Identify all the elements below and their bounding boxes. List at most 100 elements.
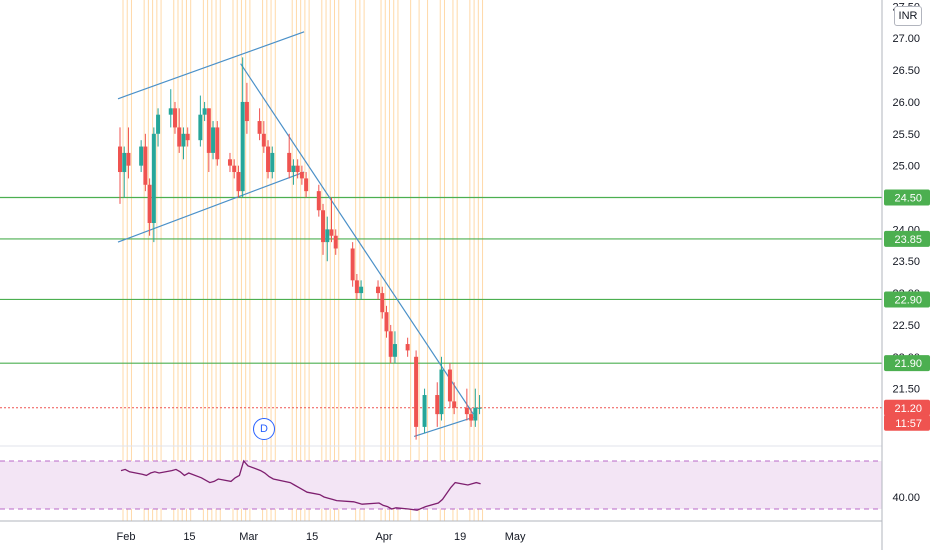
- candle-body: [261, 133, 266, 147]
- candle-body: [236, 172, 241, 192]
- candle: [325, 216, 330, 262]
- candle: [202, 101, 207, 122]
- price-tick-label: 21.50: [892, 384, 920, 396]
- candle-body: [122, 152, 127, 173]
- candle: [185, 127, 190, 147]
- dividend-marker-icon[interactable]: D: [253, 418, 275, 440]
- rsi-pane: [0, 459, 882, 511]
- candle-body: [435, 395, 440, 415]
- candle: [354, 273, 359, 300]
- candle: [156, 108, 161, 147]
- candle: [435, 382, 440, 427]
- candles: [118, 57, 482, 440]
- candle: [240, 57, 245, 198]
- price-tick-label: 25.00: [892, 161, 920, 173]
- candle-body: [316, 191, 321, 211]
- candle-body: [266, 146, 271, 173]
- candle: [168, 89, 173, 128]
- candle: [464, 388, 469, 421]
- candle: [384, 305, 389, 338]
- candle: [439, 356, 444, 421]
- candle: [452, 382, 457, 415]
- candle-body: [257, 121, 262, 134]
- candle: [143, 133, 148, 192]
- candle-body: [287, 152, 292, 173]
- candle-body: [477, 407, 482, 409]
- candle: [177, 108, 182, 153]
- candle-body: [384, 312, 389, 332]
- candle-body: [198, 114, 203, 141]
- candle: [447, 363, 452, 408]
- candle-body: [206, 108, 211, 153]
- trendline: [413, 416, 474, 438]
- time-tick-label: Mar: [239, 531, 258, 543]
- trendline: [240, 63, 474, 415]
- candle-body: [211, 127, 216, 153]
- time-tick-label: Apr: [375, 531, 392, 543]
- candle: [206, 108, 211, 173]
- candle: [181, 127, 186, 160]
- level-tag-bg: [884, 230, 930, 247]
- trendlines: [117, 31, 474, 438]
- candle-body: [202, 108, 207, 115]
- candle: [232, 159, 237, 179]
- candle: [244, 82, 249, 134]
- candle-body: [172, 108, 177, 128]
- candle: [392, 331, 397, 364]
- candle: [299, 165, 304, 185]
- candle-body: [473, 407, 478, 421]
- candle: [118, 127, 122, 204]
- time-tick-label: May: [505, 531, 526, 543]
- time-tick-label: 15: [183, 531, 195, 543]
- price-tick-label: 26.50: [892, 65, 920, 77]
- level-tag-bg: [884, 189, 930, 206]
- candle-body: [392, 344, 397, 357]
- price-tags: 24.50 23.85 22.90 21.90 21.20 11:57: [884, 189, 930, 431]
- candle-body: [227, 159, 232, 166]
- candle-body: [452, 401, 457, 408]
- candle-body: [325, 229, 330, 243]
- level-tag: 21.90: [894, 358, 922, 370]
- candle-body: [177, 127, 182, 147]
- level-tag-bg: [884, 355, 930, 372]
- candle: [139, 140, 144, 173]
- candle: [257, 108, 262, 141]
- candle: [329, 197, 334, 243]
- candle-body: [151, 133, 156, 223]
- currency-label[interactable]: INR: [894, 6, 922, 26]
- candle: [211, 121, 216, 160]
- candle: [198, 95, 203, 147]
- rsi-tick-label: 40.00: [892, 492, 920, 504]
- candle: [261, 121, 266, 153]
- time-axis[interactable]: Feb 15 Mar 15 Apr 19 May: [117, 531, 527, 543]
- candle-body: [270, 152, 275, 173]
- candle-body: [295, 165, 300, 173]
- candle: [359, 280, 364, 300]
- candle-body: [291, 165, 296, 173]
- candle: [422, 388, 427, 434]
- candle: [270, 146, 275, 179]
- trendline: [117, 31, 305, 100]
- candle: [414, 350, 419, 440]
- candle-body: [439, 369, 444, 415]
- candle-body: [329, 229, 334, 236]
- last-price-tag-bg: [884, 399, 930, 416]
- candle-body: [232, 165, 237, 173]
- candle-body: [240, 101, 245, 192]
- candle-body: [139, 146, 144, 166]
- candle-body: [376, 286, 381, 294]
- candle: [388, 324, 393, 364]
- candle-body: [359, 286, 364, 294]
- countdown-tag: 11:57: [895, 418, 922, 430]
- candle-body: [143, 146, 148, 185]
- price-tick-label: 23.50: [892, 256, 920, 268]
- last-price-tag: 21.20: [894, 403, 922, 415]
- candle-body: [380, 293, 385, 313]
- candle: [227, 152, 232, 173]
- candle-body: [168, 108, 173, 115]
- candle-body: [354, 280, 359, 294]
- candle: [304, 172, 309, 198]
- rsi-band: [0, 461, 882, 509]
- price-tick-label: 25.50: [892, 129, 920, 141]
